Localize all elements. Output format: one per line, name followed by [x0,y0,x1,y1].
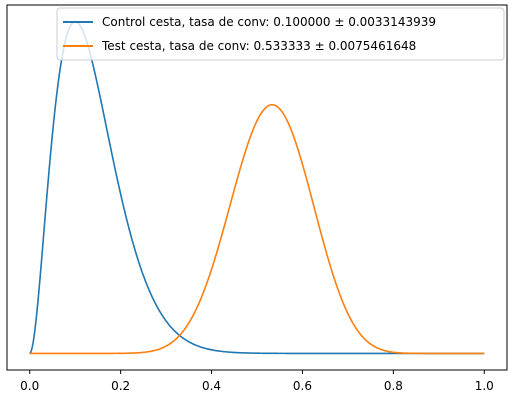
legend: Control cesta, tasa de conv: 0.100000 ± … [56,7,505,61]
x-axis-ticks: 0.0 0.2 0.4 0.6 0.8 1.0 [20,370,494,393]
legend-label-1: Control cesta, tasa de conv: 0.100000 ± … [102,15,436,29]
axes-frame [6,4,508,371]
x-tick-label: 1.0 [475,379,494,393]
series-line-2 [29,103,485,355]
legend-label-2: Test cesta, tasa de conv: 0.533333 ± 0.0… [101,39,416,53]
legend-box [56,7,505,61]
x-tick-label: 0.6 [293,379,312,393]
x-tick-label: 0.0 [20,379,39,393]
x-tick-label: 0.2 [111,379,130,393]
x-tick-label: 0.4 [202,379,221,393]
x-tick-label: 0.8 [384,379,403,393]
series-layer [29,20,485,355]
